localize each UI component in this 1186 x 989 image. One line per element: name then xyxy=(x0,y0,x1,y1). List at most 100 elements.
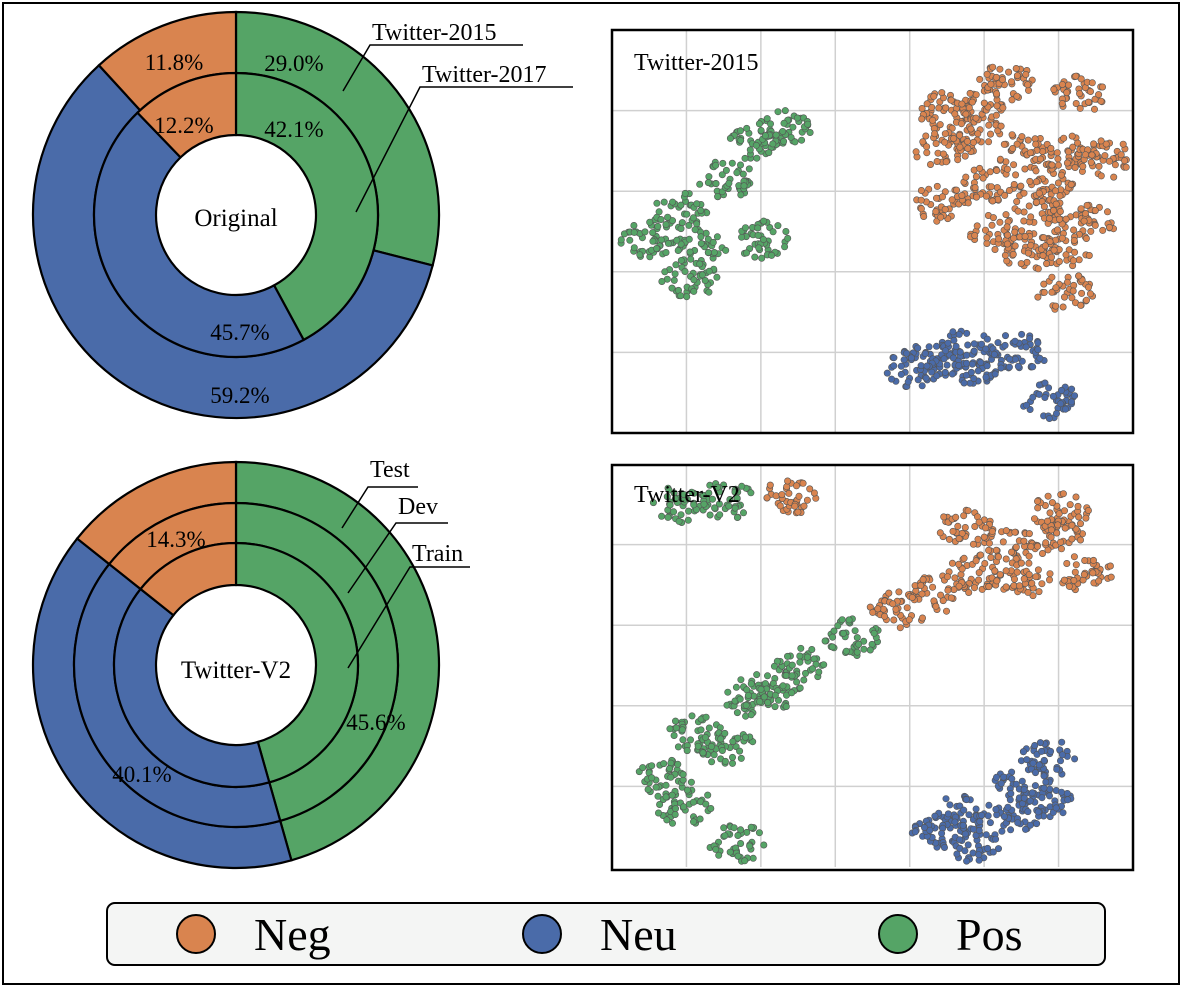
scatter-point-neu xyxy=(977,340,985,348)
scatter-point-neu xyxy=(975,826,983,834)
scatter-point-pos xyxy=(732,683,740,691)
scatter-point-pos xyxy=(756,698,764,706)
scatter-point-neg xyxy=(1121,157,1129,165)
scatter-point-neg xyxy=(1058,234,1066,242)
scatter-point-neg xyxy=(936,529,944,537)
scatter-point-neu xyxy=(917,362,925,370)
wedge-inner-neg xyxy=(139,541,238,617)
scatter-point-pos xyxy=(662,781,670,789)
scatter-point-pos xyxy=(680,490,688,498)
scatter-point-neg xyxy=(932,140,940,148)
scatter-point-neg xyxy=(1054,155,1062,163)
scatter-point-pos xyxy=(772,131,780,139)
scatter-point-neu xyxy=(1007,826,1015,834)
scatter-point-neg xyxy=(982,524,990,532)
scatter-point-neu xyxy=(1006,355,1014,363)
scatter-point-pos xyxy=(689,214,697,222)
scatter-point-neg xyxy=(778,491,786,499)
scatter-point-pos xyxy=(720,824,728,832)
scatter-point-pos xyxy=(685,221,693,229)
scatter-point-pos xyxy=(718,746,726,754)
scatter-point-neu xyxy=(1045,384,1053,392)
scatter-point-neg xyxy=(923,143,931,151)
scatter-point-neg xyxy=(1029,592,1037,600)
scatter-point-neg xyxy=(1050,207,1058,215)
scatter-point-neg xyxy=(1055,258,1063,266)
scatter-point-neg xyxy=(1084,98,1092,106)
scatter-point-neg xyxy=(935,104,943,112)
scatter-point-pos xyxy=(646,218,654,226)
scatter-point-neu xyxy=(956,348,964,356)
scatter-point-neg xyxy=(1075,272,1083,280)
scatter-point-neg xyxy=(1055,510,1063,518)
scatter-point-pos xyxy=(737,754,745,762)
scatter-point-neg xyxy=(932,194,940,202)
scatter-point-neu xyxy=(959,821,967,829)
scatter-point-neu xyxy=(941,368,949,376)
scatter-point-neg xyxy=(1044,492,1052,500)
scatter-point-neg xyxy=(938,89,946,97)
scatter-point-neu xyxy=(969,849,977,857)
scatter-point-pos xyxy=(800,676,808,684)
scatter-point-pos xyxy=(851,627,859,635)
scatter-point-neg xyxy=(992,111,1000,119)
scatter-point-neg xyxy=(1013,140,1021,148)
scatter-point-neg xyxy=(947,594,955,602)
scatter-point-neg xyxy=(996,571,1004,579)
scatter-point-pos xyxy=(769,228,777,236)
scatter-point-neg xyxy=(1040,280,1048,288)
scatter-point-pos xyxy=(696,260,704,268)
scatter-point-pos xyxy=(726,495,734,503)
scatter-point-neg xyxy=(1020,208,1028,216)
scatter-point-neu xyxy=(903,349,911,357)
scatter-point-pos xyxy=(673,236,681,244)
scatter-point-neg xyxy=(955,560,963,568)
scatter-point-pos xyxy=(715,500,723,508)
scatter-point-pos xyxy=(716,511,724,519)
scatter-point-neg xyxy=(918,614,926,622)
scatter-point-neg xyxy=(1026,149,1034,157)
scatter-point-neg xyxy=(1067,181,1075,189)
scatter-point-neg xyxy=(1032,140,1040,148)
scatter-point-neu xyxy=(1041,393,1049,401)
scatter-point-pos xyxy=(808,646,816,654)
scatter-point-pos xyxy=(674,760,682,768)
scatter-point-neg xyxy=(1027,241,1035,249)
scatter-point-neu xyxy=(1046,785,1054,793)
scatter-point-neg xyxy=(976,164,984,172)
scatter-point-neg xyxy=(971,232,979,240)
scatter-point-neg xyxy=(1082,235,1090,243)
scatter-point-neg xyxy=(970,584,978,592)
scatter-point-pos xyxy=(698,271,706,279)
scatter-point-neu xyxy=(1058,738,1066,746)
scatter-point-pos xyxy=(708,742,716,750)
scatter-point-neg xyxy=(989,63,997,71)
scatter-point-neu xyxy=(1038,794,1046,802)
scatter-point-neg xyxy=(1063,159,1071,167)
leader-line-outer xyxy=(342,44,523,92)
scatter-point-neu xyxy=(1036,739,1044,747)
scatter-point-pos xyxy=(697,207,705,215)
scatter-point-neg xyxy=(1081,557,1089,565)
scatter-point-neu xyxy=(1018,330,1026,338)
scatter-point-neg xyxy=(919,576,927,584)
scatter-point-neg xyxy=(1003,223,1011,231)
scatter-point-neg xyxy=(1069,143,1077,151)
scatter-point-neu xyxy=(963,359,971,367)
scatter-point-pos xyxy=(726,134,734,142)
scatter-point-pos xyxy=(683,747,691,755)
scatter-point-pos xyxy=(672,261,680,269)
scatter-point-neu xyxy=(928,368,936,376)
scatter-point-pos xyxy=(680,803,688,811)
scatter-point-pos xyxy=(853,648,861,656)
scatter-point-pos xyxy=(744,691,752,699)
scatter-point-neg xyxy=(986,168,994,176)
scatter-point-neg xyxy=(1058,80,1066,88)
scatter-point-neg xyxy=(1032,573,1040,581)
scatter-point-pos xyxy=(652,783,660,791)
scatter-point-neg xyxy=(895,588,903,596)
scatter-point-neu xyxy=(931,812,939,820)
scatter-point-neu xyxy=(1052,804,1060,812)
scatter-point-neg xyxy=(1008,96,1016,104)
legend-label-pos: Pos xyxy=(956,908,1023,960)
